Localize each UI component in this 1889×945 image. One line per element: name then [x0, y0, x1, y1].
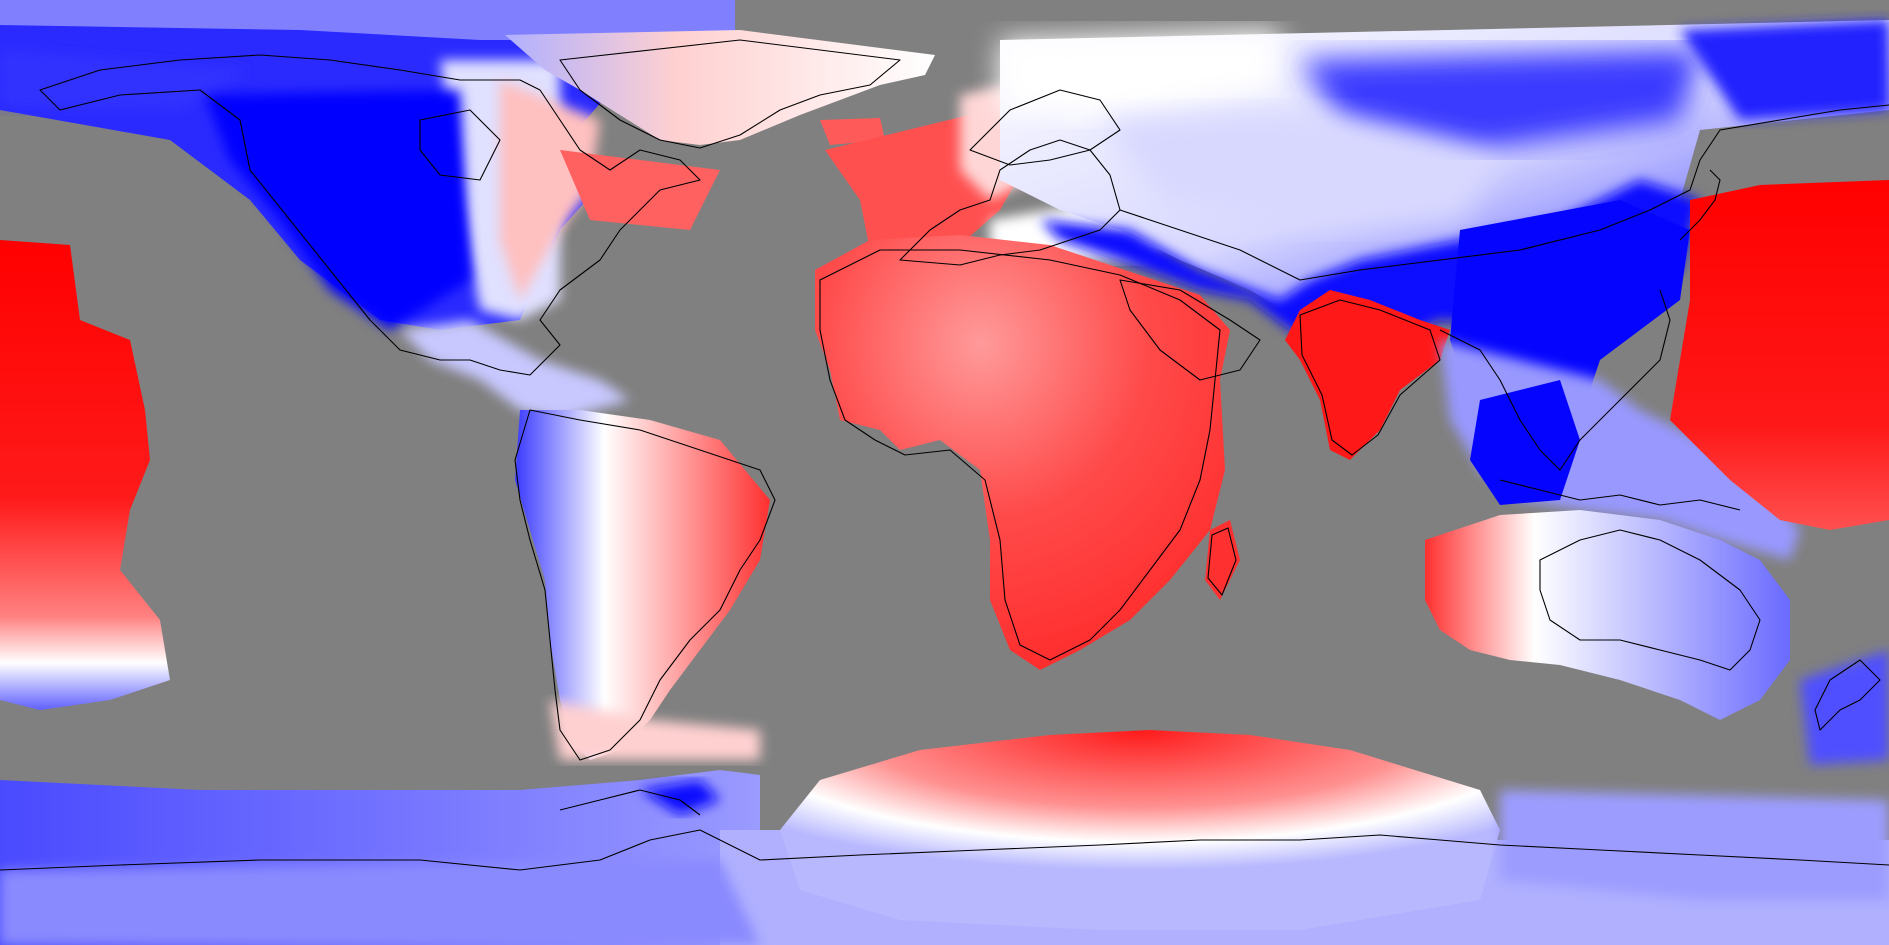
- field-australia: [1425, 510, 1790, 720]
- coast-antarctic-peninsula: [559, 789, 701, 816]
- field-eurasia: [1000, 20, 1889, 450]
- coast-asia: [1119, 104, 1889, 281]
- coast-arabia: [1119, 279, 1261, 381]
- field-iceland: [820, 118, 885, 145]
- field-greenland: [505, 30, 935, 145]
- coast-antarctica: [0, 829, 1889, 871]
- coast-new-zealand: [1814, 659, 1881, 731]
- field-southeast-asia: [1440, 340, 1800, 560]
- field-north-america: [0, 0, 740, 330]
- coast-europe: [899, 139, 1121, 266]
- field-south-america: [515, 410, 770, 760]
- field-central-pacific: [0, 240, 170, 710]
- field-central-america: [400, 320, 630, 420]
- coast-north-america: [39, 54, 701, 376]
- coast-scandinavia: [969, 89, 1121, 166]
- field-west-pacific: [1670, 180, 1889, 530]
- coast-madagascar: [1207, 527, 1237, 596]
- coast-japan: [1679, 169, 1721, 241]
- coast-se-asia: [1439, 289, 1671, 471]
- coast-australia: [1539, 529, 1761, 671]
- coastlines: [0, 39, 1889, 871]
- coast-india: [1299, 299, 1441, 456]
- coast-africa: [819, 249, 1221, 661]
- coast-south-america: [514, 409, 776, 761]
- coast-greenland: [559, 39, 901, 149]
- field-antarctica: [0, 730, 1889, 945]
- coast-indonesia: [1499, 479, 1741, 511]
- field-patagonia: [550, 700, 760, 760]
- field-africa: [815, 235, 1230, 670]
- coast-hudson-bay: [419, 109, 501, 181]
- field-india: [1285, 290, 1450, 460]
